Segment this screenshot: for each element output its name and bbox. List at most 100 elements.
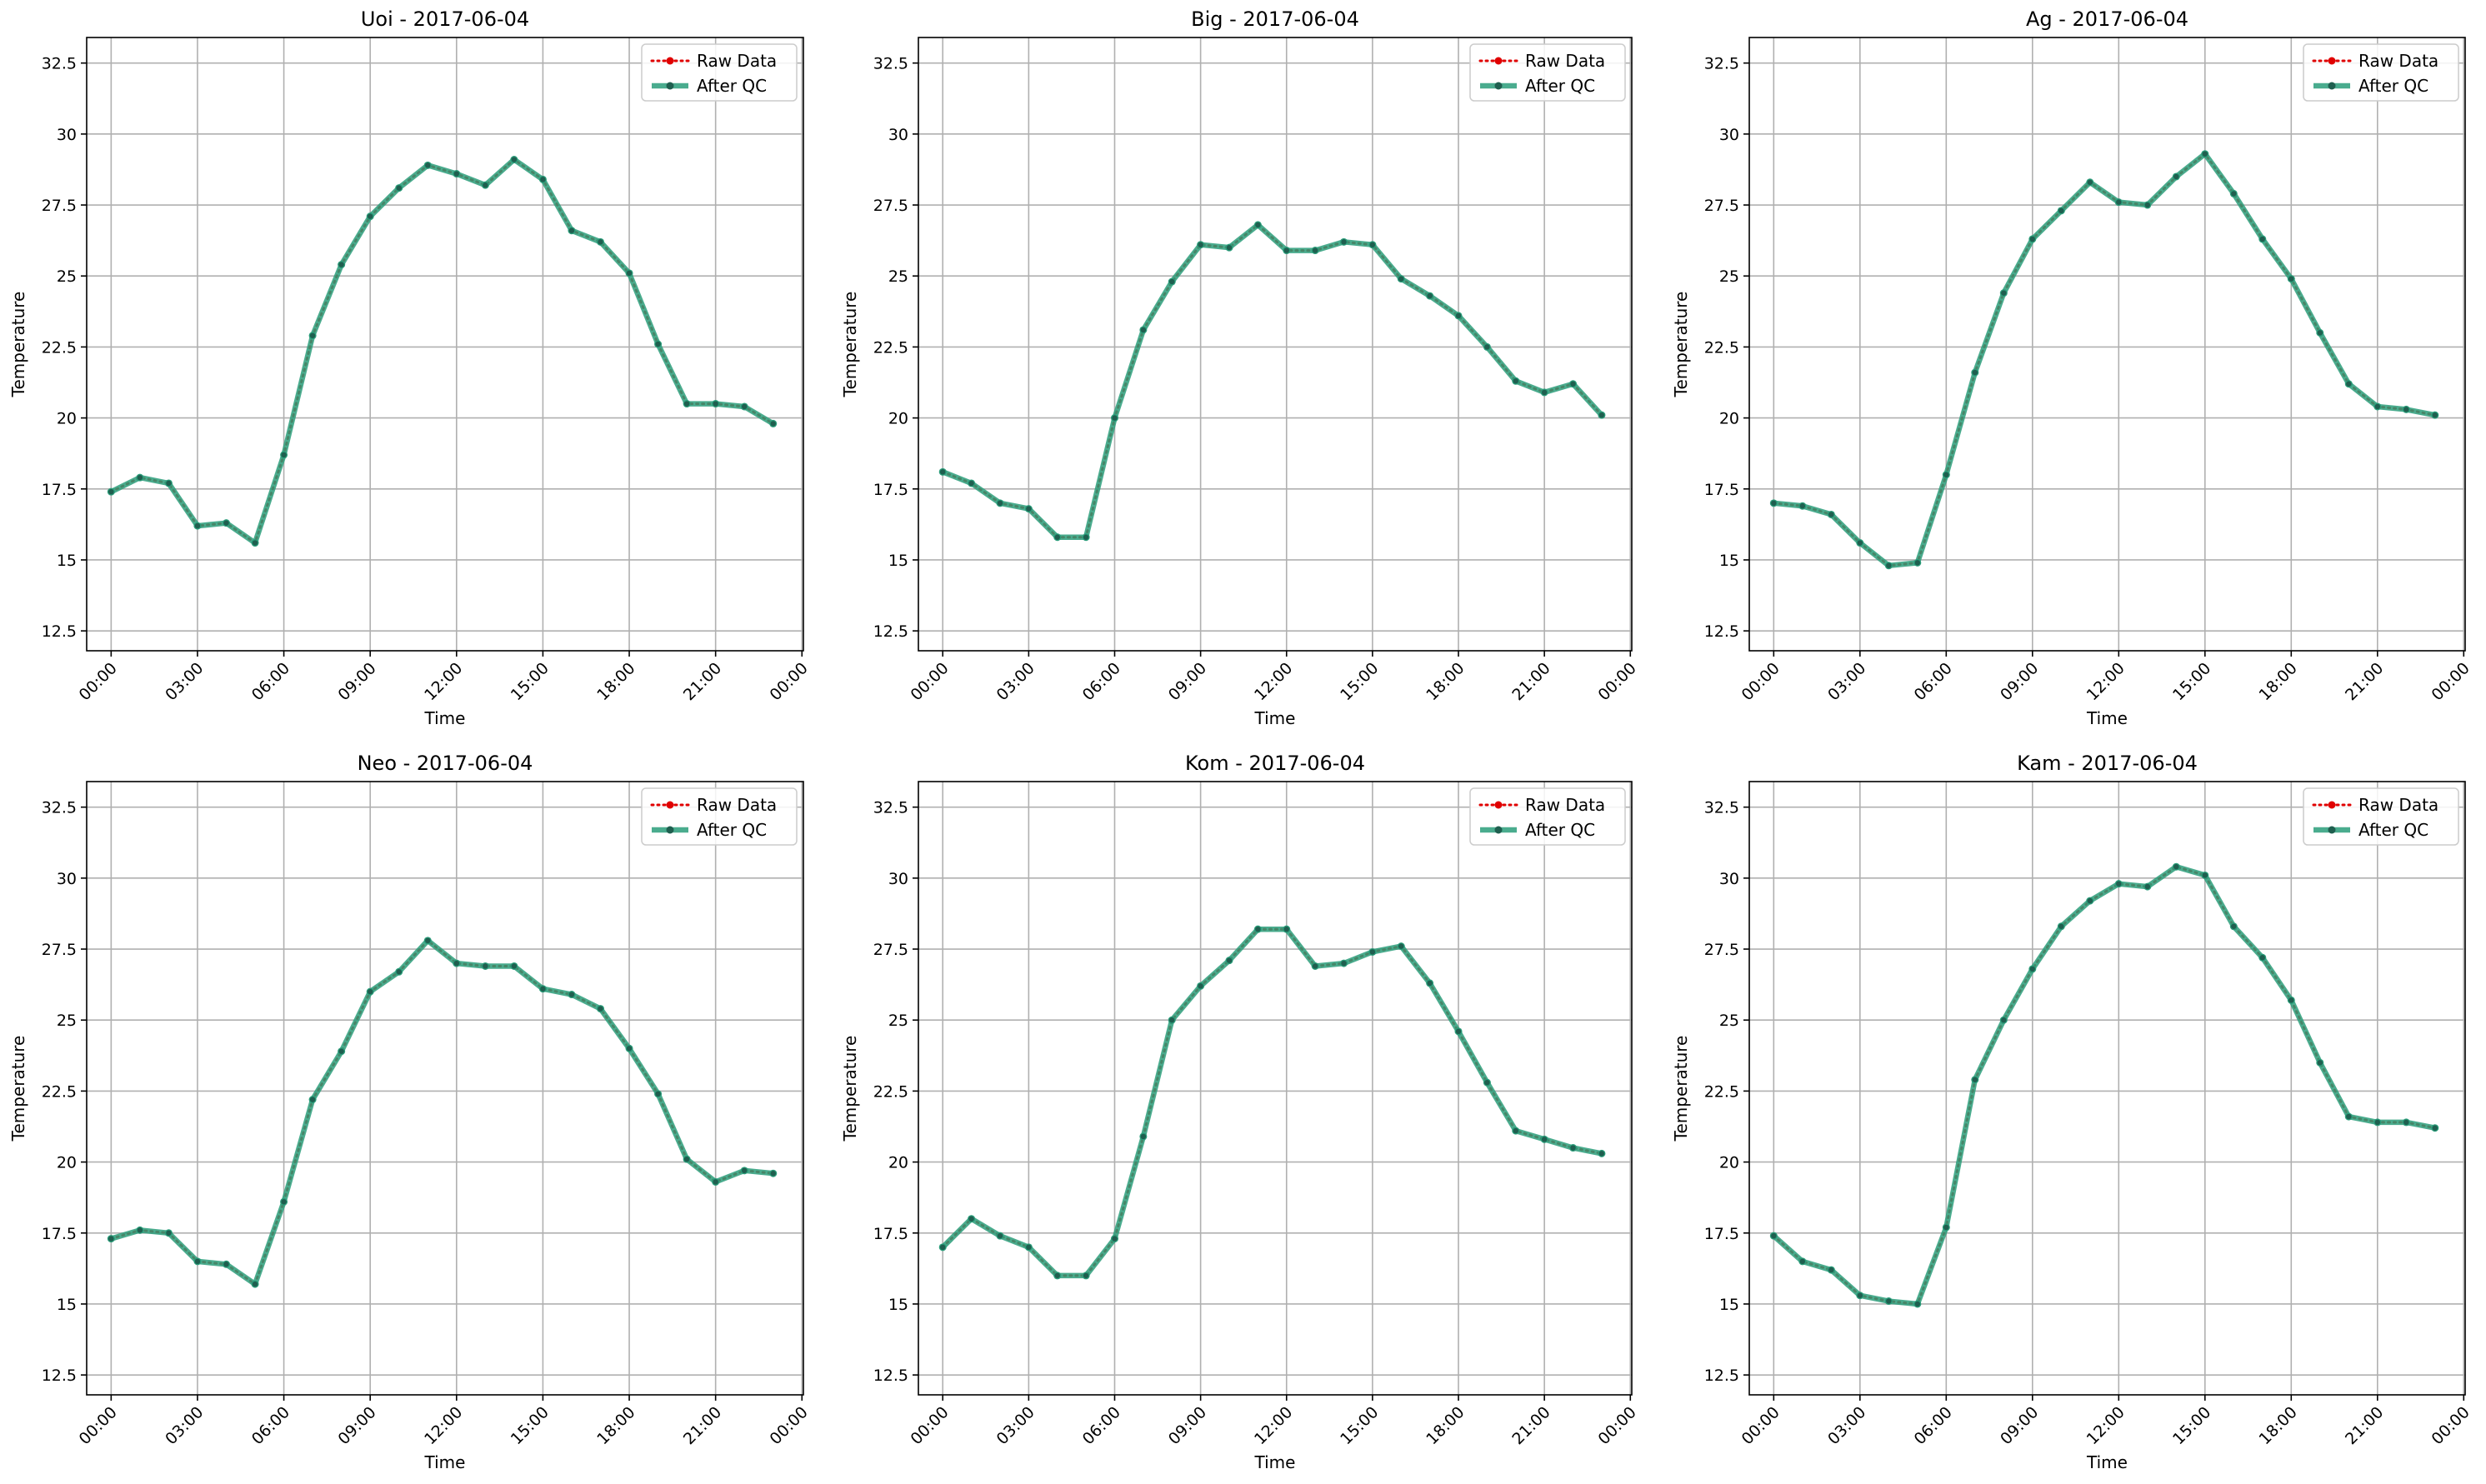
y-tick-label: 20 (1719, 1154, 1739, 1172)
x-tick-label: 00:00 (767, 659, 812, 704)
data-point-overlap (2087, 897, 2093, 904)
data-point-overlap (108, 488, 114, 495)
y-tick-label: 17.5 (1704, 481, 1739, 499)
legend-marker-raw-data (2328, 57, 2336, 65)
data-point-overlap (2202, 872, 2208, 878)
data-point-overlap (1570, 381, 1576, 387)
data-point-overlap (1198, 242, 1203, 247)
data-point-overlap (2374, 1119, 2380, 1126)
data-point-overlap (2029, 966, 2036, 972)
x-tick-label: 15:00 (508, 659, 553, 704)
y-axis-label: Temperature (8, 1036, 28, 1142)
legend-label-raw-data: Raw Data (2358, 51, 2438, 71)
chart-title: Kom - 2017-06-04 (1185, 752, 1365, 775)
series-line-after-qc (1771, 151, 2438, 569)
chart-panel-2: 12.5 15 17.5 20 22.5 25 27.5 30 32.5 00:00 03:00 06… (1671, 7, 2473, 728)
data-point-overlap (1541, 389, 1548, 396)
legend: Raw Data After QC (641, 787, 798, 846)
y-tick-label: 30 (57, 870, 77, 888)
x-tick-label: 00:00 (907, 659, 952, 704)
x-tick-label: 12:00 (421, 659, 466, 704)
x-tick-label: 21:00 (680, 659, 725, 704)
axes-frame (918, 781, 1633, 1396)
x-tick-label: 03:00 (993, 659, 1038, 704)
y-tick-label: 32.5 (873, 55, 908, 73)
data-point-overlap (1140, 1133, 1147, 1140)
legend-marker-raw-data (666, 801, 674, 809)
x-tick-label: 21:00 (1508, 659, 1553, 704)
x-tick-label: 09:00 (1165, 659, 1210, 704)
y-axis-label: Temperature (1671, 1036, 1691, 1142)
data-point-overlap (2288, 997, 2294, 1003)
y-tick-label: 25 (57, 1012, 77, 1030)
y-axis-label: Temperature (840, 1036, 860, 1142)
x-tick-label: 06:00 (248, 659, 293, 704)
data-point-overlap (1427, 980, 1433, 987)
data-point-overlap (770, 421, 776, 427)
data-point-overlap (166, 480, 172, 487)
data-point-overlap (1226, 957, 1233, 963)
data-point-overlap (425, 937, 431, 944)
chart-title: Big - 2017-06-04 (1191, 7, 1359, 31)
data-point-overlap (1112, 415, 1118, 421)
data-point-overlap (1857, 1292, 1863, 1298)
data-point-overlap (1828, 1267, 1834, 1273)
legend-marker-raw-data (1494, 801, 1503, 809)
x-axis-label: Time (1254, 708, 1296, 728)
chart-title: Ag - 2017-06-04 (2026, 7, 2188, 31)
x-tick-label: 03:00 (162, 659, 207, 704)
data-point-overlap (1857, 540, 1863, 546)
y-tick-label: 17.5 (873, 481, 908, 499)
data-point-overlap (1398, 943, 1404, 949)
data-point-overlap (1943, 472, 1949, 477)
data-point-overlap (997, 500, 1003, 507)
data-point-overlap (1112, 1236, 1118, 1242)
y-tick-label: 32.5 (873, 799, 908, 817)
x-tick-label: 21:00 (2342, 1403, 2387, 1448)
x-tick-label: 18:00 (2256, 659, 2301, 704)
data-point-overlap (655, 341, 661, 347)
y-axis-label: Temperature (1671, 292, 1691, 398)
legend: Raw Data After QC (1469, 43, 1626, 102)
data-point-overlap (1598, 1151, 1605, 1157)
y-tick-label: 32.5 (42, 55, 77, 73)
data-point-overlap (2058, 207, 2064, 214)
data-point-overlap (1312, 963, 1318, 969)
data-point-overlap (1972, 369, 1978, 376)
y-axis-label: Temperature (840, 292, 860, 398)
data-point-overlap (2116, 881, 2122, 887)
legend-label-raw-data: Raw Data (1525, 795, 1605, 815)
y-tick-label: 32.5 (1704, 799, 1739, 817)
x-axis-label: Time (424, 1452, 466, 1472)
series-line-after-qc (108, 937, 776, 1287)
y-tick-label: 27.5 (42, 197, 77, 215)
data-point-overlap (483, 963, 488, 969)
data-point-overlap (1083, 534, 1089, 540)
data-point-overlap (1513, 1127, 1518, 1134)
y-tick-label: 22.5 (1704, 1082, 1739, 1101)
data-point-overlap (281, 452, 287, 458)
data-point-overlap (1914, 1301, 1921, 1307)
data-point-overlap (540, 177, 546, 182)
data-point-overlap (626, 1046, 633, 1052)
data-point-overlap (137, 474, 143, 481)
data-point-overlap (1484, 1079, 1490, 1086)
y-tick-label: 22.5 (873, 338, 908, 357)
series-line-raw-data (941, 927, 1603, 1277)
x-axis-label: Time (424, 708, 466, 728)
x-tick-label: 12:00 (2083, 1403, 2128, 1448)
legend-marker-raw-data (666, 57, 674, 65)
data-point-overlap (166, 1230, 172, 1236)
data-point-overlap (683, 1156, 690, 1162)
x-tick-label: 06:00 (1079, 659, 1124, 704)
legend-label-raw-data: Raw Data (697, 51, 777, 71)
x-tick-label: 06:00 (1911, 1403, 1956, 1448)
y-tick-label: 25 (57, 267, 77, 286)
y-tick-label: 27.5 (42, 941, 77, 959)
series-line-after-qc (939, 222, 1605, 540)
axes-frame (86, 37, 804, 652)
x-tick-label: 12:00 (1251, 659, 1296, 704)
y-tick-label: 17.5 (873, 1225, 908, 1243)
legend: Raw Data After QC (641, 43, 798, 102)
